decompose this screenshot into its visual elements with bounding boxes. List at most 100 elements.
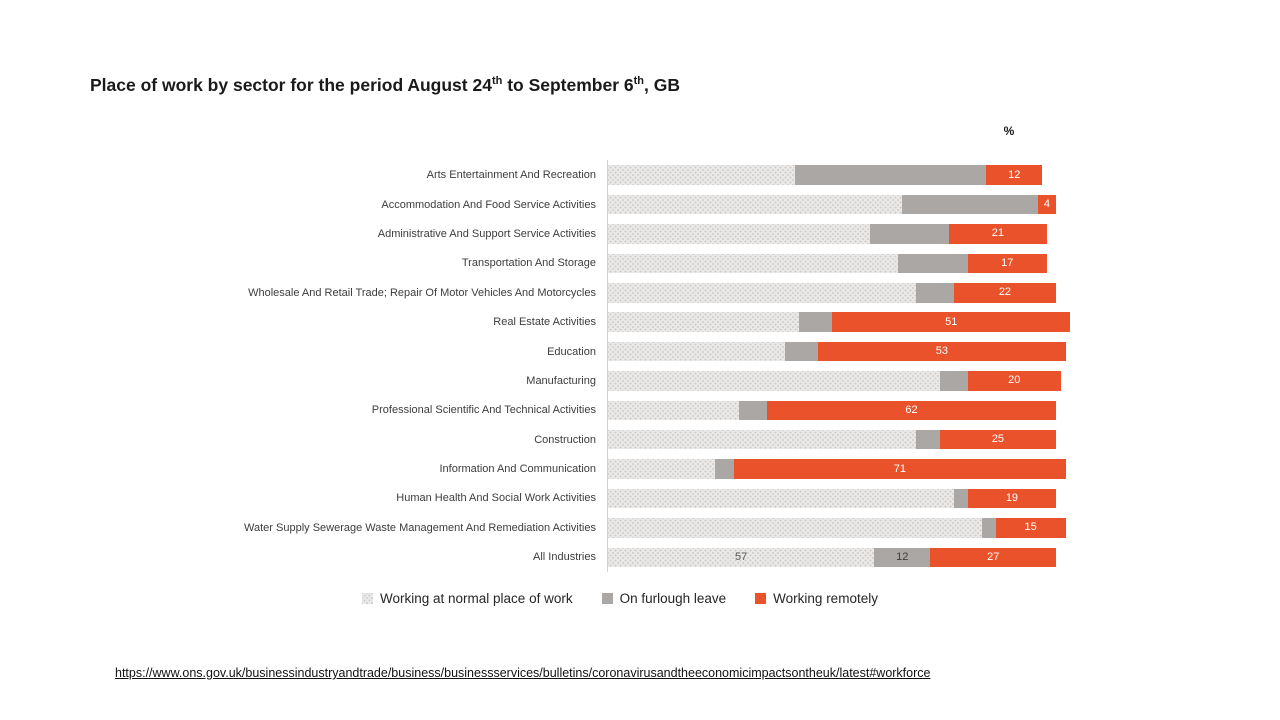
chart-row: Accommodation And Food Service Activitie… [0,190,1280,219]
title-superscript: th [491,75,503,88]
category-label: Transportation And Storage [461,257,596,270]
bar-segment-furlough [869,224,949,244]
bar-segment-normal [608,429,917,450]
legend-label-furlough: On furlough leave [619,591,727,606]
category-label: Water Supply Sewerage Waste Management A… [244,521,596,534]
value-label: 12 [896,550,909,563]
category-label: All Industries [533,551,596,564]
bar-segment-normal [608,194,903,215]
chart-rows: Arts Entertainment And Recreation 12 Accom… [0,161,1280,572]
category-label: Accommodation And Food Service Activitie… [381,198,596,211]
bar-segment-remote: 25 [939,429,1057,450]
stacked-bar: 12 [608,165,1043,185]
value-label: 4 [1043,198,1051,211]
value-label: 57 [734,550,748,563]
title-text: Place of work by sector for the period A… [90,75,492,95]
stacked-bar-chart: Arts Entertainment And Recreation 12 Accom… [0,160,1280,573]
title-text: , GB [644,75,680,95]
category-label: Administrative And Support Service Activ… [377,227,596,240]
category-label: Human Health And Social Work Activities [396,492,596,505]
bar-segment-normal [608,341,786,362]
bar-segment-furlough [916,429,940,450]
value-label: 22 [998,286,1012,299]
stacked-bar: 4 [608,194,1057,215]
axis-unit-label: % [1003,124,1015,138]
bar-segment-remote: 62 [766,400,1057,421]
bar-segment-normal [608,283,917,303]
bar-segment-normal: 57 [608,547,875,568]
bar-segment-furlough [981,518,996,538]
title-text: to September 6 [502,75,634,95]
stacked-bar: 20 [608,371,1061,391]
value-label: 15 [1024,521,1037,534]
legend: Working at normal place of work On furlo… [362,591,878,606]
source-link[interactable]: https://www.ons.gov.uk/businessindustrya… [115,666,931,680]
value-label: 27 [987,550,1000,563]
bar-segment-normal [608,371,940,391]
category-label: Construction [534,433,596,446]
chart-row: Manufacturing 20 [0,366,1280,395]
value-label: 12 [1008,168,1021,181]
stacked-bar: 17 [608,253,1047,274]
bar-segment-remote: 21 [948,224,1047,244]
chart-row: Water Supply Sewerage Waste Management A… [0,513,1280,542]
value-label: 25 [991,433,1005,446]
stacked-bar: 22 [608,283,1057,303]
value-label: 53 [935,345,949,358]
bar-segment-remote: 17 [967,253,1047,274]
legend-item-furlough: On furlough leave [601,591,727,606]
value-label: 51 [945,315,958,328]
chart-row: Arts Entertainment And Recreation 12 [0,161,1280,190]
category-label: Arts Entertainment And Recreation [426,169,596,182]
bar-segment-normal [608,400,739,421]
y-axis-line [607,160,608,572]
chart-row: All Industries 57 12 27 [0,543,1280,572]
bar-segment-remote: 12 [986,165,1043,185]
bar-segment-normal [608,518,982,538]
bar-segment-remote: 19 [967,488,1057,509]
legend-item-remote: Working remotely [755,591,878,606]
chart-row: Wholesale And Retail Trade; Repair Of Mo… [0,278,1280,307]
bar-segment-furlough [902,194,1038,215]
category-label: Education [547,345,596,358]
chart-row: Professional Scientific And Technical Ac… [0,396,1280,425]
legend-swatch-remote [755,593,767,604]
stacked-bar: 57 12 27 [608,547,1057,568]
bar-segment-normal [608,459,716,479]
chart-row: Information And Communication 71 [0,454,1280,483]
bar-segment-remote: 22 [953,283,1057,303]
category-label: Information And Communication [439,463,596,476]
bar-segment-furlough [794,165,987,185]
stacked-bar: 71 [608,459,1066,479]
bar-segment-normal [608,488,954,509]
bar-segment-furlough [916,283,954,303]
bar-segment-remote: 20 [967,371,1061,391]
chart-row: Construction 25 [0,425,1280,454]
bar-segment-furlough [897,253,968,274]
bar-segment-remote: 27 [930,547,1057,568]
chart-row: Education 53 [0,337,1280,366]
bar-segment-remote: 4 [1037,194,1057,215]
stacked-bar: 53 [608,341,1066,362]
category-label: Real Estate Activities [493,316,596,329]
value-label: 19 [1005,491,1019,504]
legend-swatch-normal [362,593,373,604]
bar-segment-remote: 53 [818,341,1066,362]
chart-title: Place of work by sector for the period A… [90,75,680,96]
stacked-bar: 21 [608,224,1047,244]
value-label: 21 [991,227,1005,240]
bar-segment-furlough [799,312,833,332]
stacked-bar: 25 [608,429,1057,450]
stacked-bar: 15 [608,518,1066,538]
legend-label-normal: Working at normal place of work [380,591,573,606]
bar-segment-remote: 15 [995,518,1066,538]
bar-segment-furlough [953,488,968,509]
bar-segment-normal [608,165,795,185]
category-label: Wholesale And Retail Trade; Repair Of Mo… [248,286,596,299]
title-superscript: th [633,75,645,88]
bar-segment-normal [608,312,800,332]
bar-segment-furlough [939,371,968,391]
stacked-bar: 62 [608,400,1057,421]
bar-segment-remote: 71 [734,459,1066,479]
